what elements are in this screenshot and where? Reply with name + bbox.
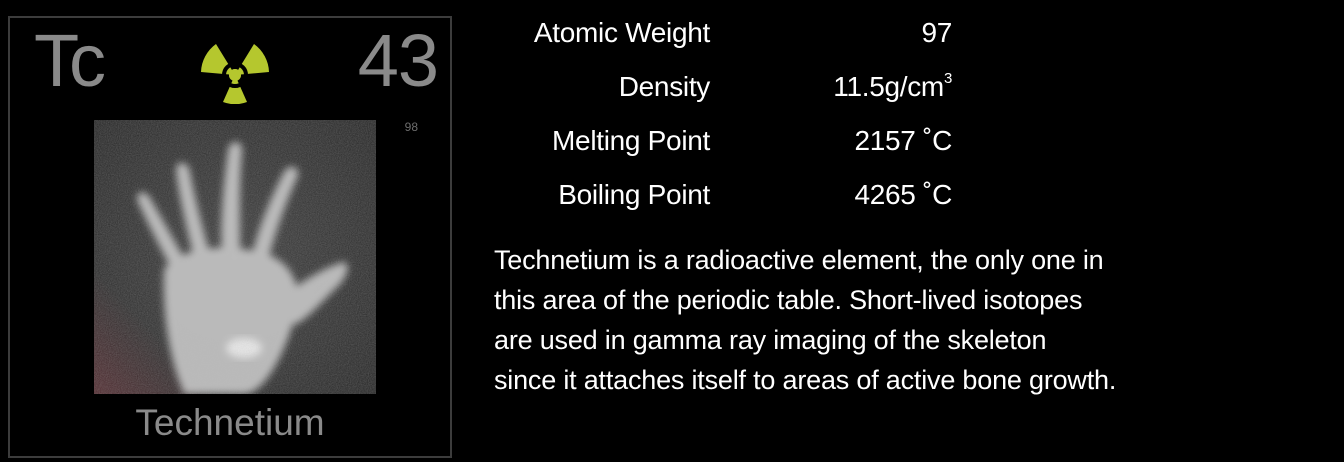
- description-line: Technetium is a radioactive element, the…: [494, 245, 1104, 275]
- property-value: 4265 ˚C: [854, 179, 952, 210]
- description-line: are used in gamma ray imaging of the ske…: [494, 325, 1047, 355]
- property-value: 2157 ˚C: [854, 125, 952, 156]
- property-label: Boiling Point: [558, 179, 710, 210]
- properties-table: Atomic Weight 97 Density 11.5g/cm3 Melti…: [470, 14, 970, 230]
- element-description: Technetium is a radioactive element, the…: [494, 240, 1314, 400]
- property-value: 97: [921, 17, 952, 48]
- description-line: since it attaches itself to areas of act…: [494, 365, 1117, 395]
- property-row-melting-point: Melting Point 2157 ˚C: [470, 122, 970, 176]
- property-label: Atomic Weight: [533, 17, 710, 48]
- element-tile: Tc 43 98: [8, 16, 452, 458]
- element-symbol: Tc: [34, 19, 106, 102]
- property-row-boiling-point: Boiling Point 4265 ˚C: [470, 176, 970, 230]
- element-name: Technetium: [135, 402, 325, 443]
- description-line: this area of the periodic table. Short-l…: [494, 285, 1083, 315]
- hand-xray-image: [94, 120, 376, 394]
- property-row-density: Density 11.5g/cm3: [470, 68, 970, 122]
- property-row-atomic-weight: Atomic Weight 97: [470, 14, 970, 68]
- unit-superscript: 3: [943, 69, 952, 87]
- atomic-number: 43: [357, 19, 439, 102]
- property-label: Melting Point: [552, 125, 710, 156]
- mass-number: 98: [404, 120, 418, 134]
- radiation-trefoil-icon: [200, 42, 270, 105]
- property-label: Density: [618, 71, 711, 102]
- property-value: 11.5g/cm3: [833, 69, 952, 102]
